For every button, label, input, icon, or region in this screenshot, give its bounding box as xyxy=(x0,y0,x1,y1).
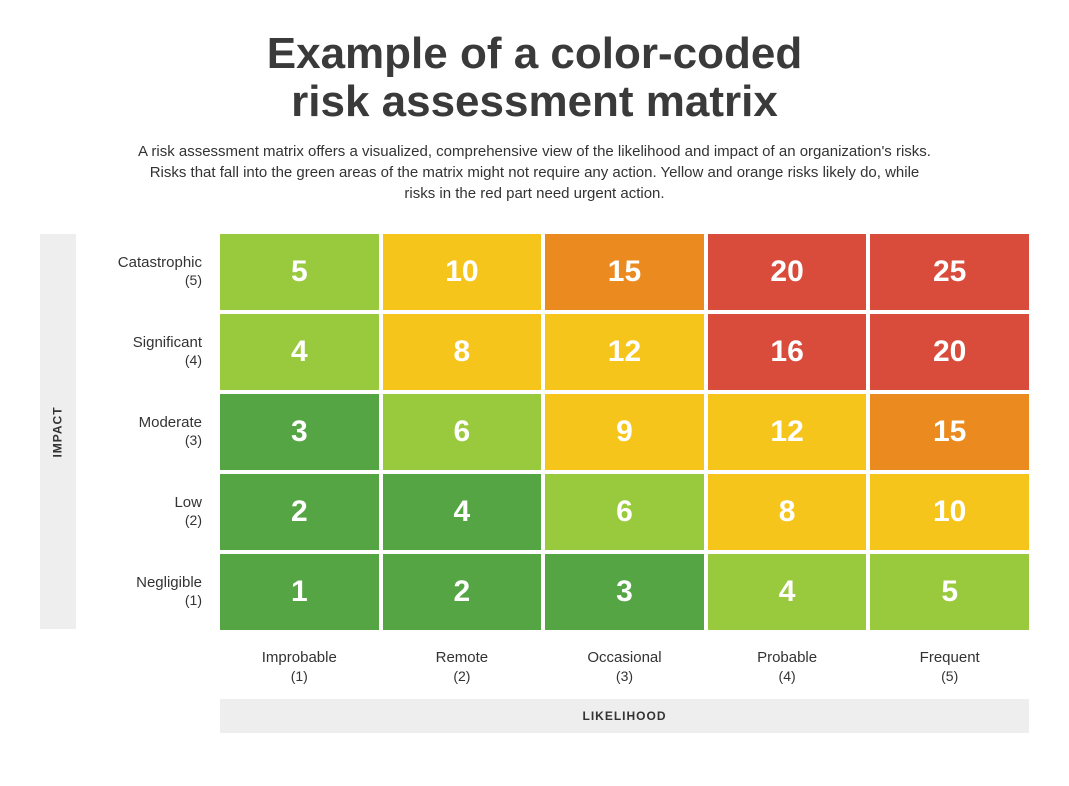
risk-cell: 6 xyxy=(545,474,704,550)
matrix-inner: Catastrophic(5)510152025Significant(4)48… xyxy=(76,234,1029,734)
impact-label-num: (1) xyxy=(185,592,202,609)
impact-label-num: (2) xyxy=(185,512,202,529)
likelihood-label-num: (2) xyxy=(387,667,538,685)
matrix-grid: Catastrophic(5)510152025Significant(4)48… xyxy=(76,234,1029,630)
risk-cell: 15 xyxy=(870,394,1029,470)
risk-cell: 2 xyxy=(220,474,379,550)
risk-cell: 1 xyxy=(220,554,379,630)
risk-cell: 6 xyxy=(383,394,542,470)
risk-cell: 15 xyxy=(545,234,704,310)
likelihood-label: Probable(4) xyxy=(708,634,867,700)
impact-label: Negligible(1) xyxy=(76,554,216,630)
risk-cell: 12 xyxy=(708,394,867,470)
risk-cell: 3 xyxy=(220,394,379,470)
risk-cell: 9 xyxy=(545,394,704,470)
likelihood-label-text: Remote xyxy=(436,649,489,666)
risk-cell: 12 xyxy=(545,314,704,390)
likelihood-label: Frequent(5) xyxy=(870,634,1029,700)
y-axis-strip: IMPACT xyxy=(40,234,76,630)
likelihood-label-num: (3) xyxy=(549,667,700,685)
likelihood-label-num: (4) xyxy=(712,667,863,685)
impact-label-num: (3) xyxy=(185,432,202,449)
risk-cell: 10 xyxy=(383,234,542,310)
likelihood-label-num: (1) xyxy=(224,667,375,685)
likelihood-label-text: Occasional xyxy=(587,649,661,666)
impact-label: Significant(4) xyxy=(76,314,216,390)
impact-label-text: Significant xyxy=(133,334,202,352)
likelihood-label: Occasional(3) xyxy=(545,634,704,700)
impact-label: Moderate(3) xyxy=(76,394,216,470)
risk-cell: 4 xyxy=(383,474,542,550)
risk-cell: 5 xyxy=(870,554,1029,630)
risk-cell: 4 xyxy=(220,314,379,390)
risk-cell: 3 xyxy=(545,554,704,630)
risk-cell: 16 xyxy=(708,314,867,390)
impact-label: Low(2) xyxy=(76,474,216,550)
impact-label-text: Catastrophic xyxy=(118,254,202,272)
likelihood-label-text: Probable xyxy=(757,649,817,666)
likelihood-label-text: Improbable xyxy=(262,649,337,666)
page-title: Example of a color-coded risk assessment… xyxy=(40,30,1029,127)
risk-cell: 20 xyxy=(708,234,867,310)
risk-cell: 25 xyxy=(870,234,1029,310)
risk-cell: 4 xyxy=(708,554,867,630)
risk-matrix: IMPACT Catastrophic(5)510152025Significa… xyxy=(40,234,1029,734)
impact-label-text: Low xyxy=(174,494,202,512)
impact-label-num: (4) xyxy=(185,352,202,369)
risk-cell: 10 xyxy=(870,474,1029,550)
likelihood-label: Remote(2) xyxy=(383,634,542,700)
impact-label: Catastrophic(5) xyxy=(76,234,216,310)
risk-cell: 5 xyxy=(220,234,379,310)
title-line-1: Example of a color-coded xyxy=(267,29,802,78)
impact-label-text: Negligible xyxy=(136,574,202,592)
title-line-2: risk assessment matrix xyxy=(291,77,778,126)
x-axis-label: LIKELIHOOD xyxy=(220,699,1029,733)
x-axis-strip: LIKELIHOOD xyxy=(76,699,1029,733)
impact-label-text: Moderate xyxy=(139,414,202,432)
risk-cell: 8 xyxy=(383,314,542,390)
likelihood-label-num: (5) xyxy=(874,667,1025,685)
likelihood-label: Improbable(1) xyxy=(220,634,379,700)
risk-cell: 20 xyxy=(870,314,1029,390)
risk-cell: 8 xyxy=(708,474,867,550)
y-axis-label: IMPACT xyxy=(51,406,65,457)
subtitle-text: A risk assessment matrix offers a visual… xyxy=(135,141,935,204)
risk-cell: 2 xyxy=(383,554,542,630)
x-axis-labels: Improbable(1)Remote(2)Occasional(3)Proba… xyxy=(76,634,1029,700)
likelihood-label-text: Frequent xyxy=(920,649,980,666)
impact-label-num: (5) xyxy=(185,272,202,289)
